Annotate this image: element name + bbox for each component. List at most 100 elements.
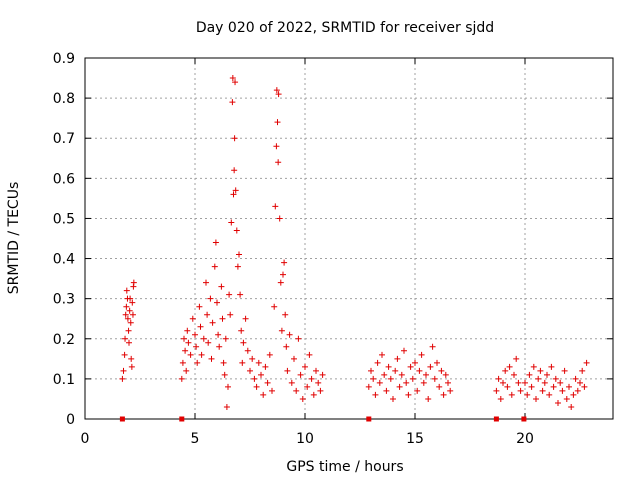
- data-point: [205, 339, 212, 346]
- data-point: [126, 339, 132, 346]
- data-point: [276, 215, 283, 222]
- data-point: [524, 391, 531, 398]
- x-tick-label: 15: [406, 431, 424, 447]
- data-point: [374, 359, 381, 366]
- data-point: [390, 395, 396, 402]
- data-point: [434, 359, 440, 366]
- data-point: [121, 351, 128, 358]
- data-point: [278, 327, 285, 334]
- data-point: [561, 367, 568, 374]
- data-point: [495, 375, 502, 382]
- data-point: [385, 363, 392, 370]
- data-point: [123, 303, 130, 310]
- data-point: [302, 363, 308, 370]
- data-point: [122, 335, 129, 342]
- data-point: [283, 343, 290, 350]
- data-point: [274, 119, 281, 126]
- data-points: [119, 75, 590, 410]
- data-point: [249, 355, 256, 362]
- data-point: [526, 371, 533, 378]
- data-point: [277, 279, 284, 286]
- axis-ticks: 0 0.1 0.2 0.3 0.4 0.5 0.6 0.7 0.8 0.9 0 5 10 15 20: [53, 51, 613, 447]
- data-point: [504, 383, 511, 390]
- data-point: [535, 375, 542, 382]
- y-tick-label: 0.5: [53, 211, 75, 227]
- data-point: [539, 387, 546, 394]
- data-point: [219, 315, 226, 322]
- data-point: [232, 79, 239, 86]
- data-point: [313, 367, 319, 374]
- data-point: [506, 363, 513, 370]
- data-point: [231, 167, 238, 174]
- data-point: [387, 375, 394, 382]
- y-tick-label: 0.7: [53, 131, 75, 147]
- zero-marker: [493, 416, 499, 422]
- data-point: [273, 87, 280, 94]
- data-point: [129, 299, 136, 306]
- data-point: [197, 323, 204, 330]
- data-point: [272, 203, 279, 210]
- data-point: [247, 367, 253, 374]
- data-point: [533, 395, 539, 402]
- data-point: [293, 387, 300, 394]
- data-point: [508, 391, 515, 398]
- data-point: [179, 359, 186, 366]
- data-point: [420, 379, 427, 386]
- gridlines: [85, 58, 613, 419]
- data-point: [559, 387, 566, 394]
- data-point: [425, 395, 432, 402]
- data-point: [365, 383, 372, 390]
- data-point: [130, 279, 137, 286]
- data-point: [262, 363, 269, 370]
- data-point: [238, 327, 245, 334]
- data-point: [552, 375, 559, 382]
- data-point: [178, 375, 185, 382]
- data-point: [541, 379, 548, 386]
- y-tick-label: 0.2: [53, 332, 75, 348]
- plot-frame: [84, 57, 614, 420]
- data-point: [209, 319, 216, 326]
- data-point: [317, 387, 324, 394]
- data-point: [530, 363, 537, 370]
- data-point: [546, 391, 553, 398]
- data-point: [396, 383, 403, 390]
- data-point: [120, 367, 127, 374]
- x-tick-label: 10: [296, 431, 314, 447]
- data-point: [182, 347, 189, 354]
- data-point: [225, 383, 231, 390]
- data-point: [319, 371, 326, 378]
- data-point: [440, 391, 447, 398]
- data-point: [214, 299, 220, 306]
- data-point: [381, 371, 388, 378]
- data-point: [275, 91, 282, 98]
- data-point: [555, 399, 561, 406]
- data-point: [211, 263, 218, 270]
- data-point: [226, 291, 233, 298]
- data-point: [221, 371, 228, 378]
- data-point: [418, 351, 425, 358]
- data-point: [216, 343, 223, 350]
- data-point: [220, 359, 227, 366]
- data-point: [407, 363, 414, 370]
- zero-markers: [119, 416, 527, 422]
- data-point: [275, 159, 282, 166]
- data-point: [431, 375, 438, 382]
- data-point: [227, 311, 234, 318]
- data-point: [574, 387, 581, 394]
- data-point: [497, 395, 504, 402]
- data-point: [502, 367, 509, 374]
- data-point: [183, 367, 190, 374]
- data-point: [291, 355, 297, 362]
- data-point: [379, 351, 385, 358]
- data-point: [315, 379, 322, 386]
- data-point: [299, 395, 306, 402]
- data-point: [264, 379, 271, 386]
- y-tick-label: 0.3: [53, 292, 75, 308]
- data-point: [445, 379, 451, 386]
- data-point: [230, 191, 237, 198]
- data-point: [128, 363, 135, 370]
- data-point: [198, 351, 205, 358]
- data-point: [203, 279, 209, 286]
- data-point: [233, 227, 240, 234]
